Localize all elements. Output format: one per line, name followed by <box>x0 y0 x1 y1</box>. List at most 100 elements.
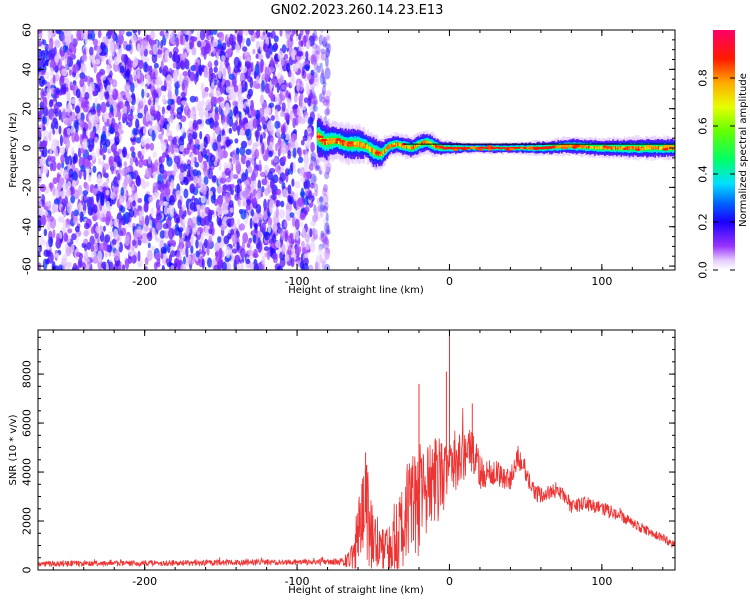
noise-speckle <box>84 222 90 230</box>
noise-speckle <box>318 235 324 241</box>
noise-speckle <box>289 34 293 42</box>
noise-speckle <box>308 163 314 171</box>
noise-speckle <box>38 75 46 88</box>
noise-speckle <box>40 50 46 61</box>
noise-speckle <box>258 164 262 173</box>
noise-speckle <box>77 257 83 269</box>
noise-speckle <box>59 146 66 155</box>
noise-speckle <box>264 83 271 94</box>
noise-speckle <box>148 196 154 203</box>
noise-speckle <box>296 82 300 92</box>
noise-speckle <box>132 62 137 68</box>
noise-speckle <box>281 44 287 54</box>
noise-speckle <box>218 247 223 260</box>
noise-speckle <box>254 222 258 230</box>
noise-speckle <box>178 172 184 182</box>
noise-speckle <box>72 63 79 74</box>
noise-speckle <box>152 151 157 159</box>
noise-speckle <box>278 209 285 219</box>
noise-speckle <box>47 213 50 223</box>
noise-speckle <box>82 262 86 270</box>
noise-speckle <box>155 221 162 231</box>
noise-speckle <box>326 35 330 41</box>
noise-speckle <box>164 230 169 239</box>
noise-speckle <box>137 250 141 262</box>
noise-speckle <box>144 215 150 226</box>
noise-speckle <box>259 134 263 144</box>
noise-speckle <box>309 228 313 238</box>
noise-speckle <box>124 175 129 186</box>
noise-speckle <box>186 30 190 36</box>
noise-speckle <box>113 228 119 240</box>
noise-speckle <box>151 109 158 117</box>
noise-speckle <box>79 216 83 223</box>
noise-speckle <box>109 220 114 227</box>
noise-speckle <box>265 176 270 188</box>
noise-speckle <box>85 113 90 122</box>
noise-speckle <box>197 211 201 217</box>
noise-speckle <box>44 71 50 80</box>
noise-speckle <box>196 230 200 236</box>
noise-speckle <box>194 73 198 85</box>
noise-speckle <box>67 228 73 234</box>
noise-speckle <box>55 129 59 135</box>
noise-speckle <box>66 262 70 270</box>
noise-speckle <box>280 84 287 91</box>
noise-speckle <box>246 199 252 206</box>
noise-speckle <box>69 81 73 91</box>
noise-speckle <box>147 242 151 249</box>
noise-speckle <box>257 241 263 253</box>
noise-speckle <box>305 82 309 94</box>
noise-speckle <box>150 207 154 217</box>
noise-speckle <box>311 44 315 55</box>
noise-speckle <box>310 220 317 227</box>
noise-speckle <box>295 229 300 241</box>
noise-speckle <box>154 252 161 260</box>
noise-speckle <box>187 69 191 78</box>
noise-speckle <box>319 204 326 212</box>
noise-speckle <box>200 85 204 93</box>
noise-speckle <box>144 225 150 232</box>
noise-speckle <box>323 115 328 125</box>
noise-speckle <box>278 247 283 253</box>
noise-speckle <box>325 162 332 173</box>
noise-speckle <box>89 235 95 247</box>
noise-speckle <box>123 189 127 196</box>
noise-speckle <box>162 223 169 230</box>
noise-speckle <box>131 151 136 159</box>
noise-speckle <box>225 177 232 183</box>
noise-speckle <box>117 172 121 181</box>
noise-speckle <box>169 32 175 45</box>
noise-speckle <box>203 175 209 186</box>
noise-speckle <box>324 164 330 174</box>
noise-speckle <box>279 172 286 183</box>
noise-speckle <box>252 196 257 208</box>
noise-speckle <box>181 204 186 212</box>
noise-speckle <box>266 136 270 146</box>
noise-speckle <box>59 177 65 186</box>
noise-speckle <box>315 254 321 265</box>
noise-speckle <box>314 261 319 270</box>
noise-speckle <box>131 254 137 264</box>
noise-speckle <box>323 184 327 190</box>
noise-speckle <box>268 150 273 158</box>
noise-speckle <box>154 232 158 241</box>
noise-speckle <box>78 169 82 180</box>
noise-speckle <box>139 128 144 140</box>
noise-speckle <box>79 119 85 128</box>
noise-speckle <box>303 154 309 165</box>
noise-speckle <box>151 129 156 142</box>
noise-speckle <box>65 138 71 149</box>
noise-speckle <box>90 108 97 115</box>
noise-speckle <box>221 42 227 51</box>
noise-speckle <box>255 53 259 59</box>
noise-speckle <box>74 134 80 142</box>
noise-speckle <box>199 209 206 219</box>
noise-speckle <box>62 108 66 120</box>
noise-speckle <box>296 106 303 117</box>
noise-speckle <box>126 103 131 114</box>
noise-speckle <box>38 206 43 214</box>
noise-speckle <box>205 206 210 215</box>
noise-speckle <box>310 173 317 185</box>
noise-speckle <box>189 183 196 194</box>
